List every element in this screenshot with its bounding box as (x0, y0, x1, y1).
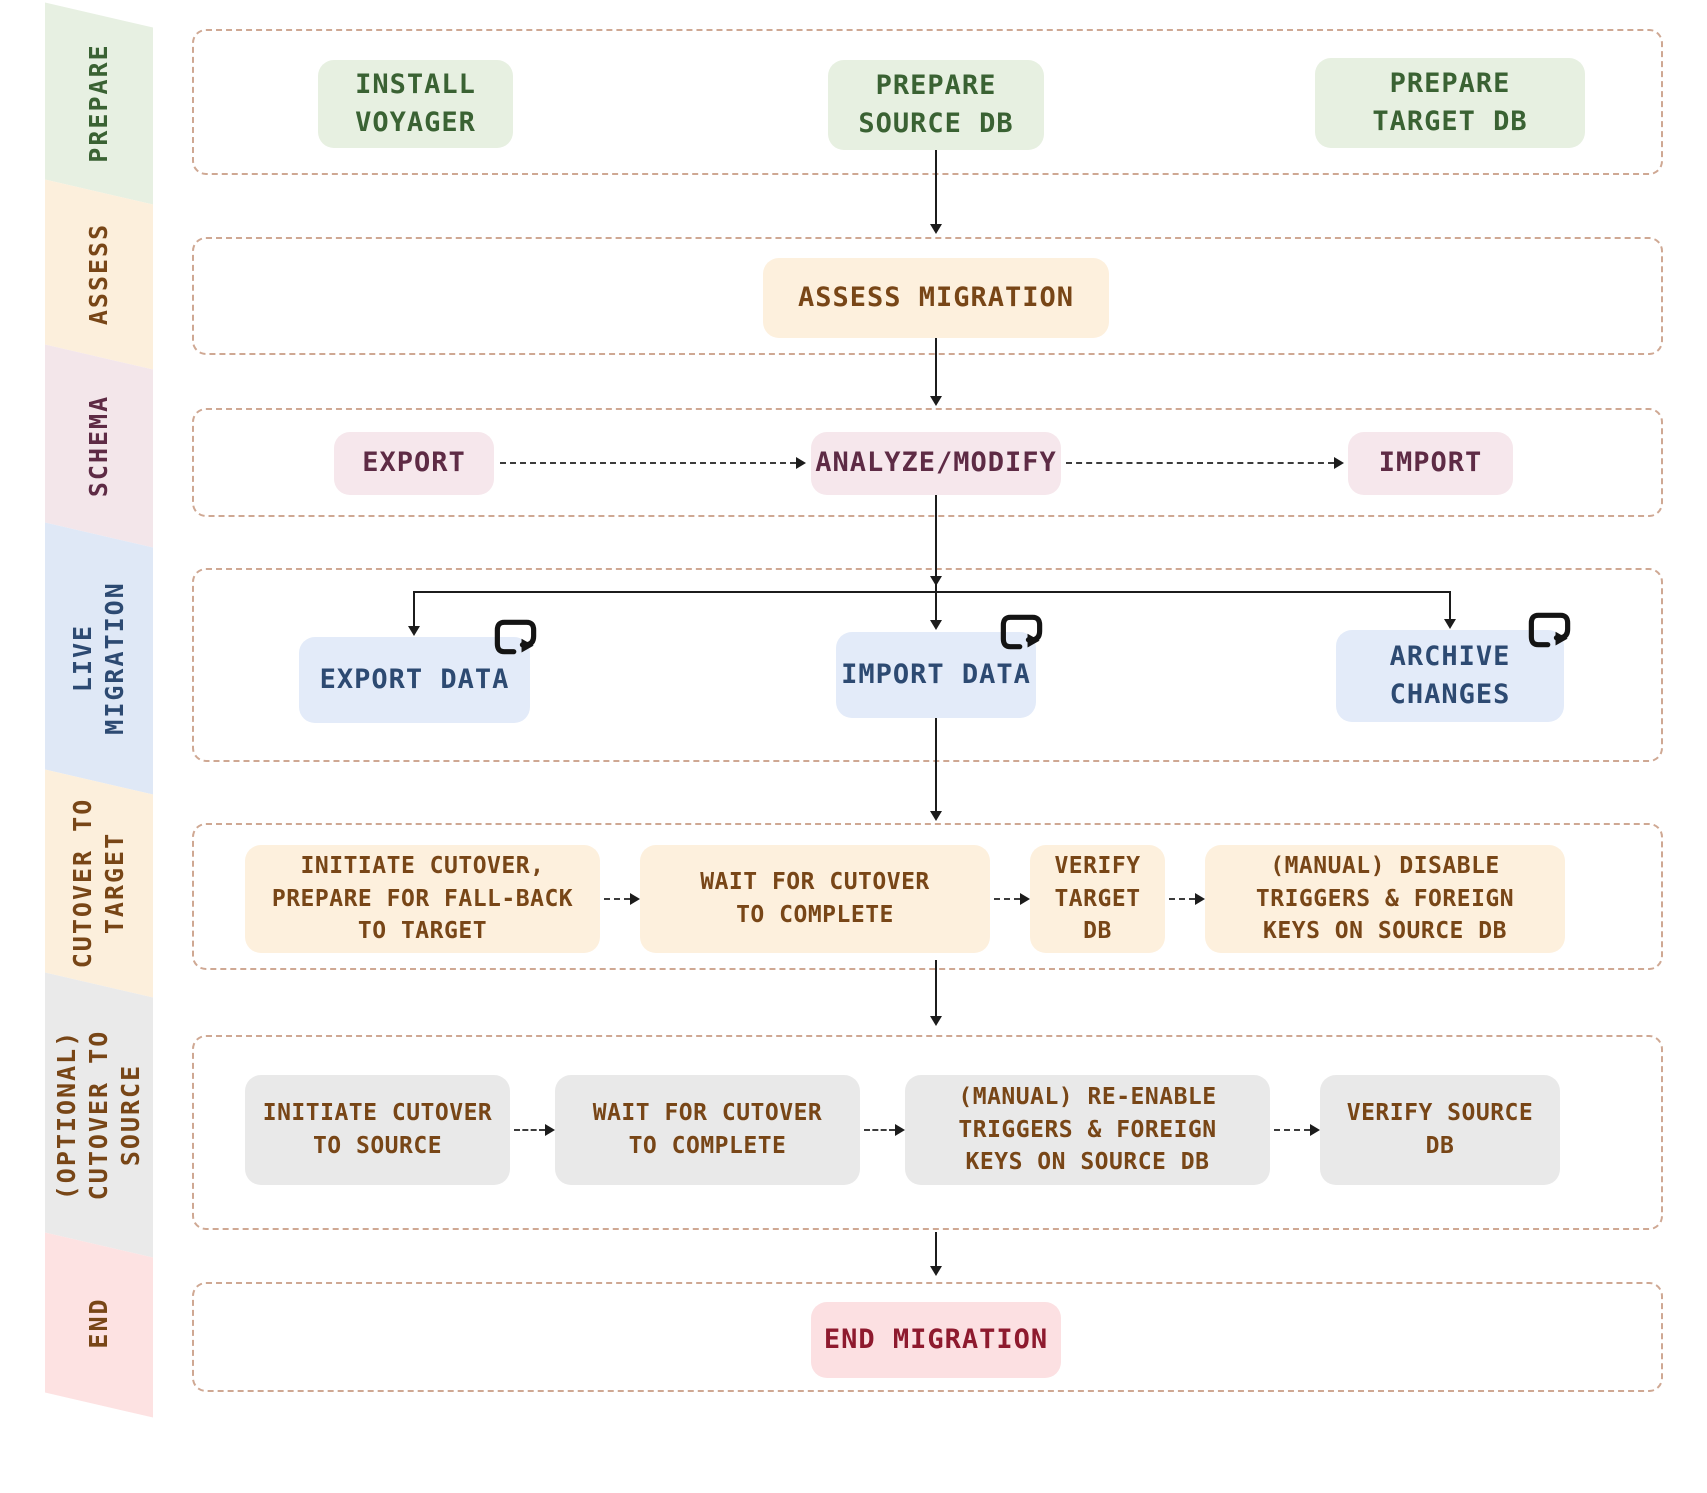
arrowhead-down-icon (1444, 619, 1456, 629)
arrowhead-right-icon (1310, 1124, 1320, 1136)
arrowhead-right-icon (630, 893, 640, 905)
box-import-schema: IMPORT (1348, 432, 1513, 495)
connector-initiate-to-wait-source (514, 1129, 545, 1131)
connector-prepare-to-assess (935, 150, 937, 226)
arrowhead-down-icon (930, 224, 942, 234)
arrowhead-right-icon (895, 1124, 905, 1136)
arrowhead-right-icon (796, 457, 806, 469)
stage-label-end: END (84, 1297, 113, 1349)
connector-reenable-to-verify-source (1274, 1129, 1310, 1131)
connector-branch-line (413, 591, 1451, 593)
box-analyze-modify-schema: ANALYZE/MODIFY (811, 432, 1061, 495)
arrowhead-down-icon (930, 396, 942, 406)
migration-flow-diagram: { "colors": { "lane_border": "#cfa893", … (45, 2, 1663, 1418)
arrowhead-down-icon (930, 1266, 942, 1276)
connector-wait-to-verify-target (994, 898, 1020, 900)
connector-live-to-cutover-target (935, 718, 937, 813)
connector-analyze-to-import (1066, 462, 1334, 464)
arrowhead-right-icon (545, 1124, 555, 1136)
connector-branch-to-archive-changes (1449, 592, 1451, 619)
box-reenable-triggers-source: (MANUAL) RE-ENABLE TRIGGERS & FOREIGN KE… (905, 1075, 1270, 1185)
connector-branch-to-import-data (935, 592, 937, 620)
connector-export-to-analyze (500, 462, 796, 464)
repeat-icon (1524, 611, 1575, 649)
box-assess-migration: ASSESS MIGRATION (763, 258, 1109, 338)
box-archive-changes: ARCHIVE CHANGES (1336, 630, 1564, 722)
arrowhead-down-icon (408, 626, 420, 636)
box-verify-target-db: VERIFY TARGET DB (1030, 845, 1165, 953)
box-export-schema: EXPORT (334, 432, 494, 495)
connector-cutover-source-to-end (935, 1232, 937, 1268)
connector-assess-to-schema (935, 338, 937, 398)
box-end-migration: END MIGRATION (811, 1302, 1061, 1378)
box-wait-cutover-source: WAIT FOR CUTOVER TO COMPLETE (555, 1075, 860, 1185)
connector-branch-to-export-data (413, 592, 415, 626)
box-prepare-target-db: PREPARE TARGET DB (1315, 58, 1585, 148)
arrowhead-down-icon (930, 1016, 942, 1026)
arrowhead-right-icon (1020, 893, 1030, 905)
connector-initiate-to-wait-target (604, 898, 630, 900)
box-export-data: EXPORT DATA (299, 637, 530, 723)
box-initiate-cutover-to-target: INITIATE CUTOVER, PREPARE FOR FALL-BACK … (245, 845, 600, 953)
box-initiate-cutover-to-source: INITIATE CUTOVER TO SOURCE (245, 1075, 510, 1185)
connector-cutover-target-to-source (935, 960, 937, 1018)
arrowhead-right-icon (1334, 457, 1344, 469)
arrowhead-right-icon (1195, 893, 1205, 905)
connector-schema-to-live (935, 495, 937, 592)
arrowhead-down-icon (930, 576, 942, 586)
arrowhead-down-icon (930, 811, 942, 821)
box-import-data: IMPORT DATA (836, 632, 1036, 718)
repeat-icon (996, 613, 1047, 651)
arrowhead-down-icon (930, 620, 942, 630)
box-verify-source-db: VERIFY SOURCE DB (1320, 1075, 1560, 1185)
box-prepare-source-db: PREPARE SOURCE DB (828, 60, 1044, 150)
box-disable-triggers-source: (MANUAL) DISABLE TRIGGERS & FOREIGN KEYS… (1205, 845, 1565, 953)
connector-wait-to-reenable-triggers (864, 1129, 895, 1131)
box-install-voyager: INSTALL VOYAGER (318, 60, 513, 148)
box-wait-cutover-target: WAIT FOR CUTOVER TO COMPLETE (640, 845, 990, 953)
connector-verify-to-disable-triggers (1169, 898, 1195, 900)
repeat-icon (490, 618, 541, 656)
